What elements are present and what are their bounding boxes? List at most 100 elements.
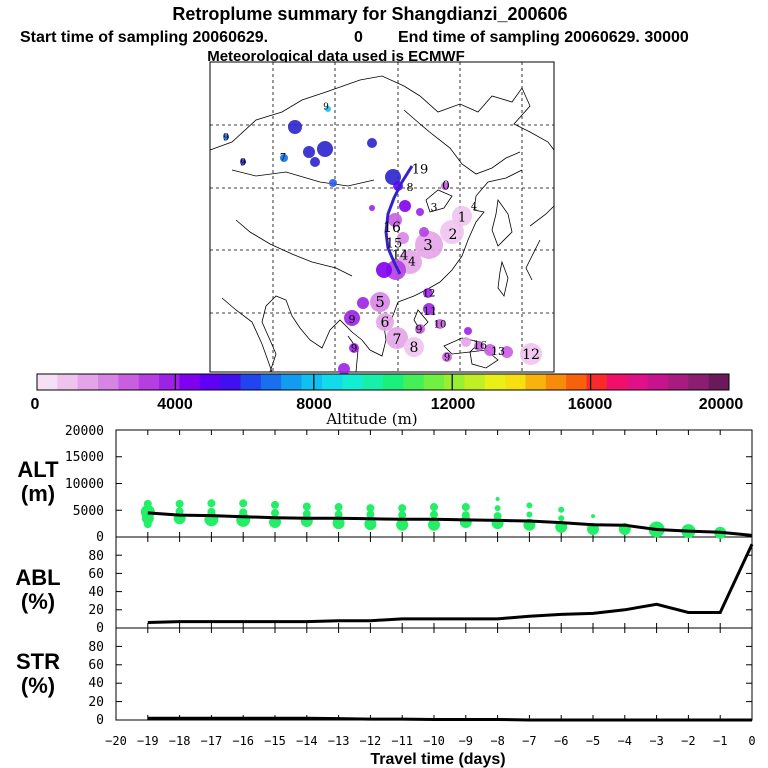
series-line-str xyxy=(147,716,752,722)
alt-cluster-point xyxy=(461,503,470,512)
cluster-label: 14 xyxy=(392,249,409,264)
alt-yticks: 0 5000 10000 15000 20000 xyxy=(65,424,104,545)
cluster-dot xyxy=(441,182,449,190)
cluster-label: 3 xyxy=(423,236,433,254)
x-tick-label: −19 xyxy=(137,734,159,748)
cluster-dot xyxy=(386,327,408,349)
x-tick-label: −13 xyxy=(328,734,350,748)
time-series-panels: ALT (m) 0 5000 10000 15000 20000 ABL (%)… xyxy=(15,424,755,768)
colorbar-cell xyxy=(525,374,547,390)
x-tick-label: −17 xyxy=(201,734,223,748)
plume-track xyxy=(384,165,414,275)
cluster-dot xyxy=(369,205,375,211)
cluster-dot xyxy=(501,346,513,358)
alt-panel-unit: (m) xyxy=(21,481,55,506)
cluster-label: 19 xyxy=(412,163,429,178)
cluster-dot xyxy=(376,313,394,331)
colorbar-tick: 20000 xyxy=(699,396,744,413)
colorbar: 0 4000 8000 12000 16000 20000 Altitude (… xyxy=(31,373,744,428)
cluster-dot xyxy=(388,213,402,227)
alt-cluster-point xyxy=(175,499,184,508)
plume-clusters xyxy=(223,106,542,375)
colorbar-cell xyxy=(138,374,160,390)
cluster-label: 9 xyxy=(223,133,229,144)
cluster-dot xyxy=(338,363,350,375)
colorbar-cell xyxy=(159,374,180,390)
cluster-dot xyxy=(370,292,390,312)
colorbar-dividers xyxy=(174,374,592,390)
x-tick-label: −3 xyxy=(649,734,663,748)
cluster-dot xyxy=(349,343,359,353)
alt-cluster-point xyxy=(236,512,251,527)
cluster-label: 5 xyxy=(375,293,385,311)
cluster-label: 9 xyxy=(444,353,450,364)
str-panel-unit: (%) xyxy=(21,673,55,698)
cluster-dot xyxy=(240,159,246,165)
cluster-dot xyxy=(464,327,472,335)
cluster-dot xyxy=(442,352,452,362)
x-tick-label: −14 xyxy=(296,734,318,748)
alt-cluster-point xyxy=(332,517,345,530)
x-axis-ticks: −20 −19 −18 −17 −16 −15 −14 −13 −12 −11 −10 −9 −8 −7−… xyxy=(105,734,755,748)
cluster-label: 3 xyxy=(431,201,438,214)
start-time-value: 0 xyxy=(354,29,363,46)
colorbar-cell xyxy=(484,374,506,390)
cluster-label: 9 xyxy=(349,313,356,326)
abl-yticks: 0 20 40 60 80 xyxy=(88,549,104,636)
alt-cluster-point xyxy=(239,499,248,508)
end-time-label: End time of sampling 20060629. 30000 xyxy=(398,29,689,46)
panel-tick-marks xyxy=(115,429,753,721)
cluster-label: 8 xyxy=(407,181,414,194)
colorbar-cell xyxy=(220,374,242,390)
cluster-dot xyxy=(520,343,542,365)
cluster-label: 9 xyxy=(240,158,246,169)
colorbar-cell xyxy=(627,374,649,390)
alt-cluster-point xyxy=(430,503,438,512)
cluster-dot xyxy=(397,232,409,244)
colorbar-cell xyxy=(383,374,404,390)
cluster-label: 13 xyxy=(491,345,505,358)
alt-cluster-point xyxy=(428,518,440,531)
cluster-dot xyxy=(452,206,472,226)
colorbar-ticks: 0 4000 8000 12000 16000 20000 xyxy=(31,396,744,413)
cluster-label: 4 xyxy=(408,255,416,269)
abl-ytick: 60 xyxy=(88,567,104,582)
alt-ytick: 20000 xyxy=(65,424,104,439)
alt-cluster-point xyxy=(526,511,533,518)
colorbar-cell xyxy=(179,374,201,390)
cluster-label: 6 xyxy=(381,315,390,331)
cluster-label: 9 xyxy=(351,344,357,355)
alt-cluster-point xyxy=(526,502,533,509)
x-tick-label: −2 xyxy=(681,734,695,748)
colorbar-cell xyxy=(708,374,730,390)
alt-cluster-point xyxy=(398,511,407,520)
str-panel-frame xyxy=(115,627,753,721)
alt-ytick: 15000 xyxy=(65,450,104,465)
x-tick-label: −9 xyxy=(459,734,473,748)
cluster-dot xyxy=(288,120,302,134)
x-tick-label: −20 xyxy=(105,734,127,748)
cluster-label: 9 xyxy=(416,323,423,336)
cluster-dot xyxy=(280,154,288,162)
x-tick-label: −10 xyxy=(423,734,445,748)
x-tick-label: 0 xyxy=(748,734,755,748)
alt-cluster-point xyxy=(495,497,500,502)
cluster-dot xyxy=(325,106,331,112)
colorbar-cell xyxy=(464,374,486,390)
alt-cluster-point xyxy=(591,514,595,519)
cluster-label: 11 xyxy=(423,305,437,318)
cluster-label: 16 xyxy=(383,220,401,236)
alt-cluster-point xyxy=(364,518,377,531)
cluster-dot xyxy=(317,141,333,157)
cluster-label: 9 xyxy=(323,103,329,113)
x-tick-label: −4 xyxy=(618,734,632,748)
x-tick-label: −7 xyxy=(522,734,536,748)
colorbar-label: Altitude (m) xyxy=(325,410,417,428)
alt-cluster-point xyxy=(398,504,407,513)
colorbar-cell xyxy=(545,374,567,390)
x-tick-label: −11 xyxy=(391,734,413,748)
cluster-dot xyxy=(386,260,406,280)
x-tick-label: −8 xyxy=(490,734,504,748)
